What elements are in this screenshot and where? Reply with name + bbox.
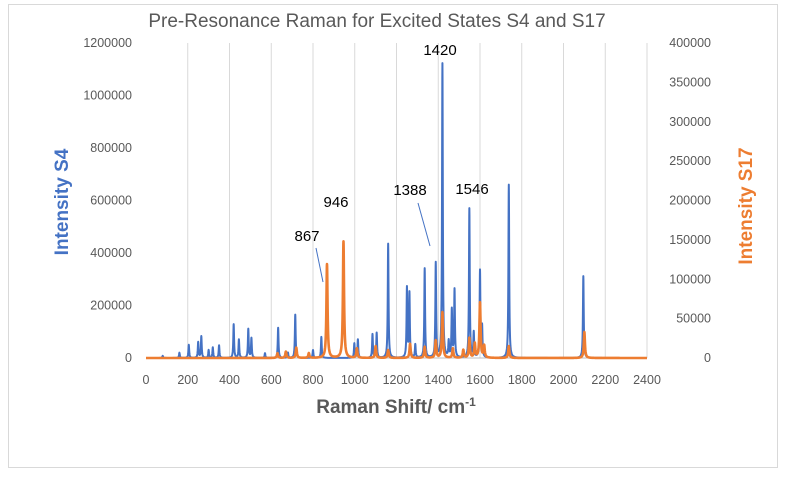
right-y-tick-label: 300000 <box>669 115 711 129</box>
x-axis-title: Raman Shift/ cm-1 <box>316 395 476 418</box>
left-y-tick-label: 1000000 <box>83 89 132 103</box>
annotation-leader-line <box>315 247 324 283</box>
x-tick-label: 1600 <box>466 373 494 387</box>
right-y-tick-label: 0 <box>704 351 711 365</box>
left-y-tick-label: 600000 <box>90 194 132 208</box>
annotation-label: 867 <box>294 228 319 245</box>
x-tick-label: 1800 <box>508 373 536 387</box>
x-tick-label: 800 <box>303 373 324 387</box>
x-axis-title-superscript: -1 <box>465 395 476 409</box>
right-y-tick-labels: 0 50000 100000 150000 200000 250000 300000 3500… <box>669 36 711 365</box>
right-y-tick-label: 100000 <box>669 272 711 286</box>
right-y-tick-label: 50000 <box>676 312 711 326</box>
annotation-label: 1388 <box>393 182 426 199</box>
x-tick-label: 600 <box>261 373 282 387</box>
left-y-tick-label: 0 <box>125 351 132 365</box>
x-tick-label: 1200 <box>383 373 411 387</box>
annotation-label: 1546 <box>455 181 488 198</box>
y-axis-title-left: Intensity S4 <box>52 148 73 255</box>
y-axis-title-right: Intensity S17 <box>736 147 757 264</box>
right-y-tick-label: 350000 <box>669 75 711 89</box>
x-tick-labels: 0 200 400 600 800 1000 1200 1400 1600 1800 2000 220… <box>143 373 661 387</box>
x-tick-label: 200 <box>177 373 198 387</box>
gridlines <box>187 43 648 358</box>
x-tick-label: 1400 <box>424 373 452 387</box>
annotation-label: 946 <box>323 194 348 211</box>
annotation-leader-line <box>417 202 431 247</box>
series-line <box>144 239 649 360</box>
x-tick-label: 0 <box>143 373 150 387</box>
left-y-tick-labels: 0 200000 400000 600000 800000 1000000 1200000 <box>83 36 132 365</box>
right-y-tick-label: 150000 <box>669 233 711 247</box>
x-tick-label: 400 <box>219 373 240 387</box>
right-y-tick-label: 250000 <box>669 154 711 168</box>
left-y-tick-label: 800000 <box>90 141 132 155</box>
x-tick-label: 2000 <box>550 373 578 387</box>
series-s17 <box>144 239 649 360</box>
right-y-tick-label: 200000 <box>669 194 711 208</box>
right-y-tick-label: 400000 <box>669 36 711 50</box>
x-tick-label: 2400 <box>633 373 661 387</box>
chart-frame <box>8 4 778 468</box>
left-y-tick-label: 400000 <box>90 246 132 260</box>
left-y-tick-label: 200000 <box>90 299 132 313</box>
annotation-label: 1420 <box>423 42 456 59</box>
x-axis-title-text: Raman Shift/ cm <box>316 397 465 418</box>
x-tick-label: 2200 <box>591 373 619 387</box>
left-y-tick-label: 1200000 <box>83 36 132 50</box>
x-tick-label: 1000 <box>341 373 369 387</box>
chart-title: Pre-Resonance Raman for Excited States S… <box>148 11 605 32</box>
